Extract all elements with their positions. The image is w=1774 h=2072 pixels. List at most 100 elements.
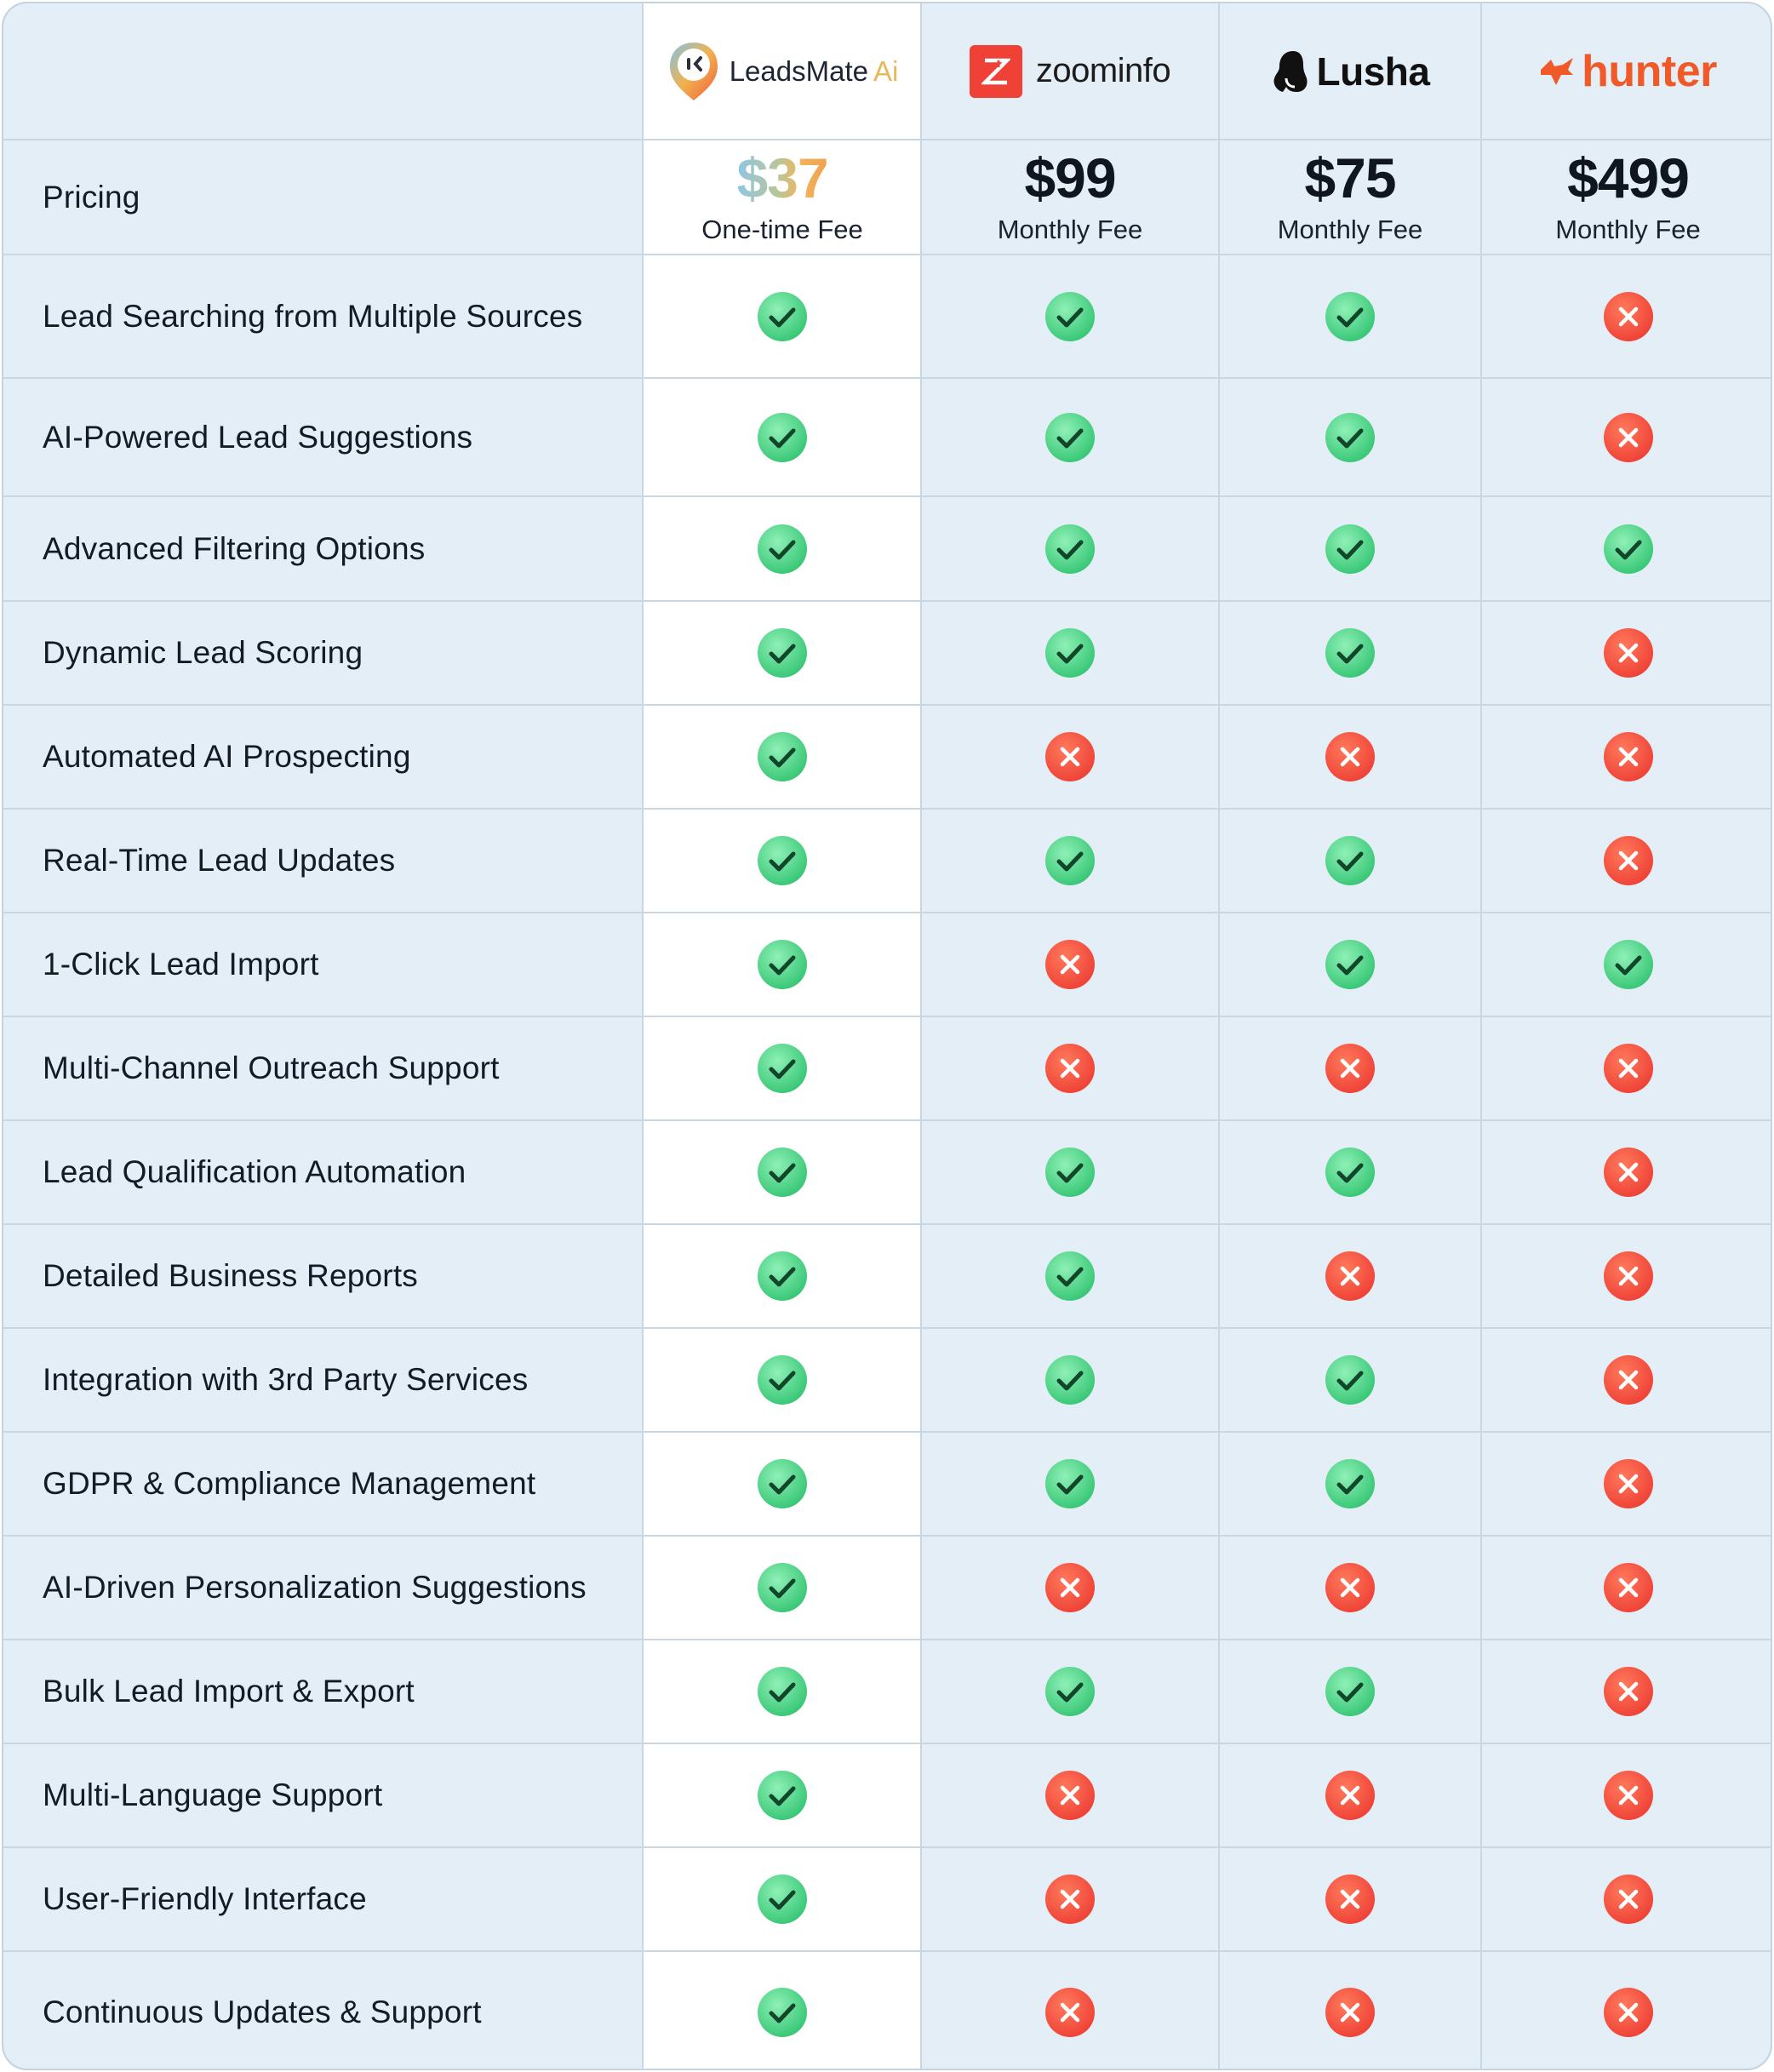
support-cell-leadsmate (644, 602, 921, 704)
red-x-icon (1603, 412, 1653, 462)
support-cell-hunter (1482, 602, 1771, 704)
table-row: Detailed Business Reports (3, 1225, 1771, 1329)
pricing-label: Pricing (43, 179, 140, 215)
red-x-icon (1603, 291, 1653, 341)
green-check-icon (758, 1355, 807, 1405)
column-divider (1218, 3, 1220, 2069)
green-check-icon (758, 628, 807, 678)
support-cell-lusha (1220, 913, 1480, 1016)
support-cell-zoominfo (922, 1640, 1218, 1743)
support-cell-leadsmate (644, 379, 921, 495)
green-check-icon (758, 524, 807, 574)
lusha-mark-icon (1273, 50, 1308, 92)
feature-label: Lead Qualification Automation (43, 1154, 466, 1189)
feature-label: Detailed Business Reports (43, 1258, 418, 1293)
feature-label: GDPR & Compliance Management (43, 1466, 536, 1501)
red-x-icon (1325, 1044, 1375, 1093)
table-row: Lead Qualification Automation (3, 1121, 1771, 1225)
feature-label: Automated AI Prospecting (43, 739, 411, 774)
table-row: Multi-Language Support (3, 1744, 1771, 1848)
green-check-icon (1045, 524, 1095, 574)
support-cell-lusha (1220, 1952, 1480, 2069)
zoominfo-logo: zoominfo (922, 3, 1218, 139)
green-check-icon (1325, 1355, 1375, 1405)
leadsmate-price-cell: $37 One-time Fee (644, 140, 921, 254)
hunter-price: $499 (1567, 146, 1690, 209)
leadsmate-logo: LeadsMate Ai (644, 3, 921, 139)
support-cell-leadsmate (644, 1640, 921, 1743)
red-x-icon (1045, 732, 1095, 781)
support-cell-hunter (1482, 1537, 1771, 1639)
table-row: User-Friendly Interface (3, 1848, 1771, 1952)
support-cell-lusha (1220, 602, 1480, 704)
table-row: Continuous Updates & Support (3, 1952, 1771, 2069)
support-cell-lusha (1220, 1848, 1480, 1950)
table-row: Real-Time Lead Updates (3, 810, 1771, 913)
green-check-icon (758, 1563, 807, 1612)
red-x-icon (1325, 1988, 1375, 2037)
red-x-icon (1603, 628, 1653, 678)
red-x-icon (1045, 1044, 1095, 1093)
red-x-icon (1603, 1148, 1653, 1197)
green-check-icon (758, 412, 807, 462)
red-x-icon (1045, 1771, 1095, 1820)
support-cell-leadsmate (644, 1744, 921, 1846)
support-cell-zoominfo (922, 1121, 1218, 1223)
support-cell-leadsmate (644, 497, 921, 600)
feature-label: Lead Searching from Multiple Sources (43, 298, 583, 334)
support-cell-leadsmate (644, 706, 921, 808)
support-cell-lusha (1220, 1329, 1480, 1431)
support-cell-leadsmate (644, 1433, 921, 1535)
column-divider (920, 3, 922, 2069)
table-row: Lead Searching from Multiple Sources (3, 255, 1771, 379)
support-cell-zoominfo (922, 1848, 1218, 1950)
red-x-icon (1045, 1988, 1095, 2037)
zoominfo-price-cell: $99 Monthly Fee (922, 140, 1218, 254)
support-cell-lusha (1220, 1017, 1480, 1119)
green-check-icon (1325, 628, 1375, 678)
feature-label: Multi-Language Support (43, 1777, 383, 1812)
green-check-icon (758, 1044, 807, 1093)
green-check-icon (758, 732, 807, 781)
support-cell-hunter (1482, 1640, 1771, 1743)
support-cell-zoominfo (922, 913, 1218, 1016)
support-cell-zoominfo (922, 602, 1218, 704)
green-check-icon (758, 836, 807, 885)
support-cell-lusha (1220, 1537, 1480, 1639)
support-cell-leadsmate (644, 913, 921, 1016)
table-row: AI-Powered Lead Suggestions (3, 379, 1771, 497)
table-row: Integration with 3rd Party Services (3, 1329, 1771, 1433)
green-check-icon (758, 1459, 807, 1508)
support-cell-hunter (1482, 255, 1771, 377)
support-cell-lusha (1220, 1744, 1480, 1846)
support-cell-lusha (1220, 379, 1480, 495)
support-cell-hunter (1482, 497, 1771, 600)
green-check-icon (758, 940, 807, 989)
red-x-icon (1325, 1875, 1375, 1924)
support-cell-leadsmate (644, 1017, 921, 1119)
support-cell-hunter (1482, 1225, 1771, 1327)
support-cell-leadsmate (644, 1225, 921, 1327)
green-check-icon (1045, 1148, 1095, 1197)
support-cell-leadsmate (644, 1537, 921, 1639)
green-check-icon (1045, 1459, 1095, 1508)
green-check-icon (1325, 836, 1375, 885)
feature-label: Multi-Channel Outreach Support (43, 1050, 500, 1085)
support-cell-lusha (1220, 497, 1480, 600)
table-row: 1-Click Lead Import (3, 913, 1771, 1017)
support-cell-lusha (1220, 1433, 1480, 1535)
support-cell-lusha (1220, 1121, 1480, 1223)
red-x-icon (1603, 836, 1653, 885)
feature-label: Advanced Filtering Options (43, 530, 426, 566)
support-cell-hunter (1482, 379, 1771, 495)
red-x-icon (1325, 1251, 1375, 1301)
support-cell-hunter (1482, 1329, 1771, 1431)
zoominfo-price: $99 (1024, 146, 1116, 209)
support-cell-zoominfo (922, 1952, 1218, 2069)
support-cell-hunter (1482, 706, 1771, 808)
table-row: GDPR & Compliance Management (3, 1433, 1771, 1537)
green-check-icon (1325, 1459, 1375, 1508)
green-check-icon (1045, 1251, 1095, 1301)
zoominfo-logo-text: zoominfo (1035, 52, 1171, 89)
leadsmate-logo-text: LeadsMate (729, 54, 868, 87)
